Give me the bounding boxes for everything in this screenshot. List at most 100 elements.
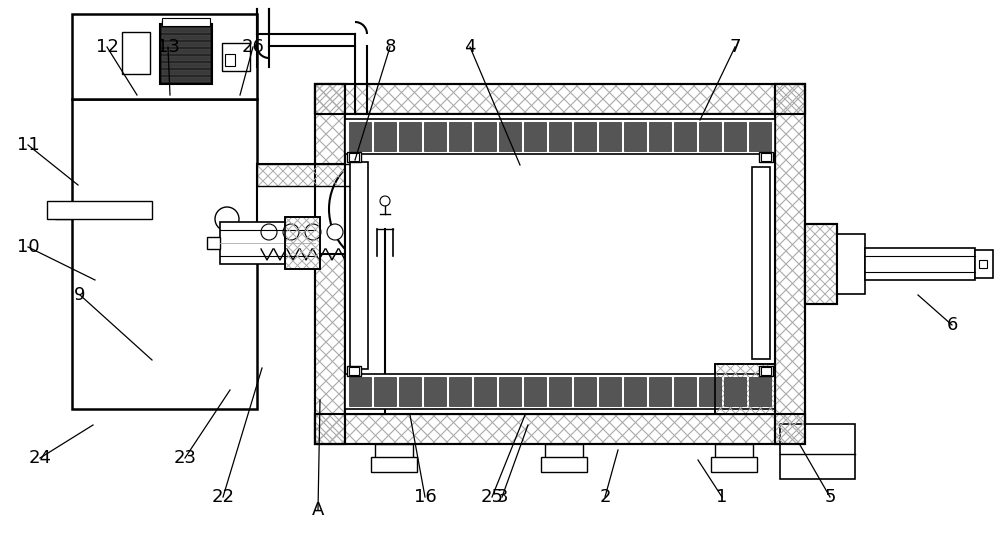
Text: 10: 10 (17, 238, 39, 256)
Bar (699, 377, 721, 406)
Text: 25: 25 (480, 488, 504, 506)
Bar (162, 56, 210, 61)
Bar (374, 122, 396, 151)
Bar (759, 152, 773, 162)
Bar (649, 122, 671, 151)
Bar (749, 122, 771, 151)
Bar (574, 377, 596, 406)
Text: 23: 23 (174, 449, 196, 467)
Bar (162, 42, 210, 47)
Bar (649, 377, 671, 406)
Bar (549, 377, 571, 406)
Bar (349, 153, 359, 161)
Text: 9: 9 (74, 286, 86, 304)
Bar (349, 367, 359, 375)
Bar (780, 424, 855, 479)
Bar (162, 18, 210, 26)
Bar (162, 63, 210, 68)
Text: 7: 7 (729, 38, 741, 56)
Bar (220, 222, 315, 264)
Text: 8: 8 (384, 38, 396, 56)
Bar (761, 153, 771, 161)
Circle shape (283, 224, 299, 240)
Circle shape (327, 224, 343, 240)
Bar (55, 207, 73, 219)
Text: 1: 1 (716, 488, 728, 506)
Bar (285, 217, 320, 269)
Bar (225, 54, 235, 66)
Circle shape (382, 204, 392, 214)
Bar (160, 24, 212, 84)
Bar (347, 366, 361, 376)
Bar (345, 119, 775, 154)
Bar (545, 444, 583, 459)
Bar (257, 164, 357, 186)
Circle shape (380, 196, 390, 206)
Bar (752, 167, 770, 359)
Bar (374, 377, 396, 406)
Bar (345, 374, 775, 409)
Bar (345, 114, 775, 414)
Bar (715, 444, 753, 459)
Circle shape (261, 224, 277, 240)
Bar (759, 366, 773, 376)
Bar (979, 260, 987, 268)
Text: 5: 5 (824, 488, 836, 506)
Text: 12: 12 (96, 38, 118, 56)
Bar (162, 70, 210, 75)
Bar (207, 237, 220, 249)
Text: 26: 26 (242, 38, 264, 56)
Text: 3: 3 (496, 488, 508, 506)
Bar (72, 99, 257, 409)
Bar (162, 35, 210, 40)
Bar (399, 122, 421, 151)
Bar (350, 162, 368, 369)
Bar (775, 84, 805, 444)
Bar (315, 84, 345, 444)
Bar (599, 122, 621, 151)
Bar (285, 217, 320, 269)
Bar (715, 364, 775, 414)
Text: 11: 11 (17, 136, 39, 154)
Bar (805, 224, 837, 304)
Bar (837, 234, 865, 294)
Bar (375, 444, 413, 459)
Bar (162, 21, 210, 26)
Bar (349, 377, 371, 406)
Bar (574, 122, 596, 151)
Bar (162, 28, 210, 33)
Bar (805, 224, 837, 304)
Bar (724, 377, 746, 406)
Bar (315, 84, 805, 114)
Circle shape (305, 224, 321, 240)
Bar (761, 367, 771, 375)
Bar (162, 49, 210, 54)
Bar (222, 43, 250, 71)
Text: 2: 2 (599, 488, 611, 506)
Bar (975, 250, 993, 278)
Text: 22: 22 (212, 488, 234, 506)
Bar (162, 77, 210, 82)
Circle shape (215, 207, 239, 231)
Bar (315, 414, 805, 444)
Text: 24: 24 (28, 449, 52, 467)
Bar (775, 84, 805, 444)
Bar (724, 122, 746, 151)
Text: 13: 13 (157, 38, 179, 56)
Bar (549, 122, 571, 151)
Bar (474, 122, 496, 151)
Bar (399, 377, 421, 406)
Bar (315, 84, 805, 114)
Text: 16: 16 (414, 488, 436, 506)
Bar (674, 377, 696, 406)
Bar (624, 122, 646, 151)
Bar (315, 84, 345, 444)
Circle shape (329, 151, 445, 267)
Bar (449, 377, 471, 406)
Bar (424, 122, 446, 151)
Bar (865, 248, 975, 280)
Bar (524, 377, 546, 406)
Bar (122, 32, 150, 74)
Bar (711, 457, 757, 472)
Bar (499, 122, 521, 151)
